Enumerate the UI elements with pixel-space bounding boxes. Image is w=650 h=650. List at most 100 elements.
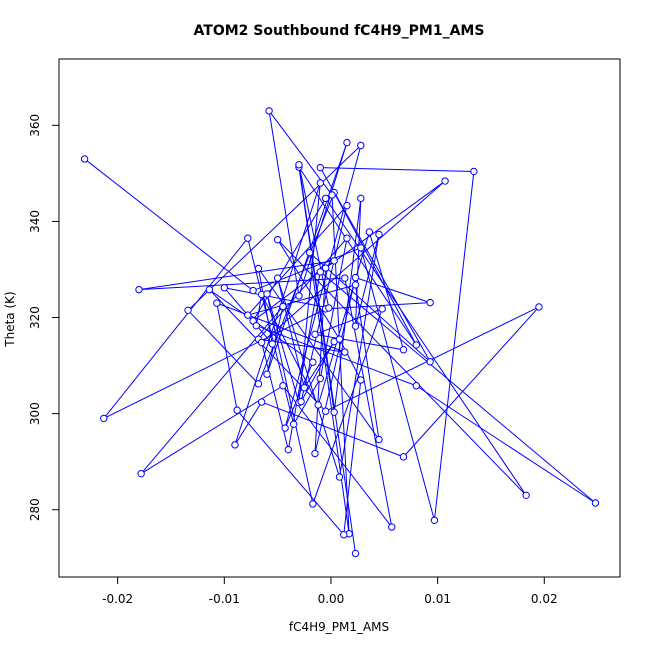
- series-segment: [300, 341, 335, 402]
- series-segment: [314, 277, 356, 454]
- data-point: [135, 285, 143, 294]
- data-point: [244, 234, 252, 242]
- series-segment: [298, 164, 330, 309]
- y-tick-label: 300: [28, 402, 42, 425]
- y-tick-label: 320: [28, 306, 42, 329]
- series-segment: [266, 293, 314, 505]
- data-point: [213, 299, 221, 307]
- data-point: [357, 376, 365, 384]
- y-tick-label: 360: [28, 114, 42, 137]
- series-segment: [266, 293, 300, 403]
- data-point: [412, 341, 420, 349]
- series-segment: [84, 158, 254, 292]
- data-point: [265, 107, 273, 115]
- series-segment: [255, 294, 263, 326]
- series-segment: [216, 303, 238, 411]
- x-tick-label: -0.01: [209, 592, 240, 606]
- data-point: [316, 268, 325, 276]
- series-segment: [257, 192, 335, 385]
- series-segment: [314, 267, 327, 454]
- series-segment: [355, 284, 380, 440]
- data-point: [205, 285, 214, 294]
- data-point: [357, 244, 365, 252]
- data-point: [535, 303, 543, 311]
- data-point: [295, 292, 303, 300]
- data-point: [426, 358, 434, 366]
- series-segment: [277, 239, 340, 340]
- data-point: [357, 141, 365, 150]
- data-point: [351, 281, 360, 289]
- series-segment: [209, 289, 326, 412]
- series-segment: [343, 379, 362, 535]
- data-point: [254, 264, 263, 273]
- series-segment: [236, 409, 345, 536]
- data-point: [137, 469, 145, 478]
- y-axis-label: Theta (K): [3, 291, 17, 347]
- series-segment: [355, 277, 431, 304]
- series-segment: [325, 302, 431, 310]
- x-tick-label: 0.02: [531, 592, 558, 606]
- y-tick-label: 340: [28, 210, 42, 233]
- series-segment: [261, 342, 289, 450]
- data-point: [375, 435, 383, 444]
- data-point: [268, 340, 277, 348]
- data-point: [263, 290, 271, 298]
- data-point: [341, 274, 349, 282]
- data-point: [273, 235, 282, 244]
- series-segment: [287, 271, 321, 450]
- data-point: [305, 248, 314, 257]
- data-point: [335, 473, 344, 481]
- data-point: [412, 382, 420, 390]
- data-point: [470, 167, 478, 176]
- data-point: [375, 230, 383, 239]
- data-point: [231, 441, 239, 449]
- data-point: [314, 401, 322, 409]
- data-point: [297, 397, 305, 406]
- data-point: [254, 380, 263, 388]
- series-points: [80, 107, 600, 558]
- series-segment: [298, 166, 417, 346]
- data-point: [80, 155, 89, 163]
- x-tick-label: -0.02: [102, 592, 133, 606]
- data-point: [295, 161, 303, 169]
- data-point: [351, 549, 360, 558]
- data-point: [316, 374, 325, 383]
- series-segment: [140, 306, 284, 475]
- series-segment: [282, 385, 393, 528]
- data-point: [244, 311, 252, 319]
- data-point: [309, 500, 317, 508]
- series-segment: [234, 182, 321, 446]
- data-point: [430, 516, 439, 524]
- x-tick-label: 0.01: [424, 592, 451, 606]
- series-segment: [298, 182, 321, 403]
- data-point: [281, 424, 289, 432]
- data-point: [263, 370, 271, 378]
- series-segment: [360, 247, 435, 521]
- data-point: [522, 491, 530, 500]
- x-axis: -0.02 -0.01 0.00 0.01 0.02: [102, 577, 558, 606]
- data-point: [378, 305, 386, 313]
- data-point: [220, 284, 229, 292]
- data-point: [441, 177, 449, 185]
- data-point: [184, 306, 192, 315]
- data-point: [351, 273, 360, 282]
- data-point: [321, 264, 330, 272]
- data-point: [341, 348, 349, 356]
- data-point: [426, 298, 434, 307]
- series-segment: [224, 287, 329, 309]
- data-point: [279, 382, 287, 390]
- series-segment: [187, 145, 362, 311]
- data-point: [257, 338, 266, 347]
- data-point: [591, 499, 600, 507]
- y-axis: 280 300 320 340 360: [28, 114, 59, 521]
- chart-title: ATOM2 Southbound fC4H9_PM1_AMS: [194, 23, 485, 39]
- data-point: [399, 453, 408, 461]
- data-point: [335, 335, 344, 343]
- data-point: [249, 286, 257, 295]
- data-point: [252, 321, 261, 330]
- series-segment: [187, 309, 259, 385]
- series-lines: [84, 110, 596, 554]
- data-point: [279, 302, 287, 311]
- data-point: [365, 228, 374, 236]
